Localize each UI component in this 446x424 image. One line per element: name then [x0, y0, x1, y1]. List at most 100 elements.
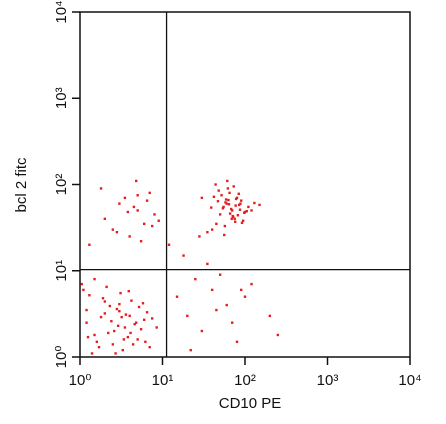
data-point	[232, 185, 235, 188]
data-point	[215, 308, 218, 312]
data-point	[236, 214, 240, 217]
data-point	[90, 352, 94, 355]
data-point	[126, 335, 130, 339]
x-axis-label: CD10 PE	[219, 395, 282, 412]
data-point	[111, 228, 115, 231]
x-tick-label: 10⁰	[69, 372, 92, 389]
data-point	[243, 211, 246, 214]
data-point	[153, 213, 156, 216]
data-point	[129, 331, 132, 335]
data-point	[186, 314, 189, 318]
data-point	[228, 212, 232, 215]
data-point	[206, 230, 209, 234]
data-point	[218, 273, 222, 276]
data-point	[105, 285, 108, 289]
data-point	[234, 197, 238, 201]
data-point	[223, 224, 227, 228]
data-point	[120, 315, 123, 319]
data-point	[85, 321, 88, 324]
data-point	[227, 203, 231, 206]
data-point	[121, 348, 124, 352]
data-point	[216, 200, 220, 203]
data-point	[93, 277, 96, 281]
plot-frame	[79, 11, 411, 358]
data-point	[217, 189, 220, 192]
data-point	[214, 183, 217, 186]
y-tick-label: 10⁰	[53, 346, 70, 369]
data-point	[276, 333, 280, 337]
data-point	[250, 209, 253, 212]
data-point	[222, 205, 225, 209]
data-point	[145, 199, 149, 202]
x-tick-label: 10³	[317, 372, 339, 389]
data-point	[126, 210, 130, 214]
data-point	[231, 209, 234, 212]
data-point	[136, 209, 139, 212]
data-point	[137, 305, 141, 309]
data-point	[230, 217, 233, 221]
data-point	[258, 203, 261, 207]
data-point	[131, 343, 135, 346]
data-point	[220, 194, 223, 197]
data-point	[227, 198, 230, 202]
data-point	[234, 204, 237, 207]
data-point	[141, 302, 145, 305]
data-point	[103, 217, 107, 221]
data-point	[155, 326, 158, 329]
data-point	[122, 338, 126, 341]
y-tick-label: 10¹	[53, 260, 70, 282]
data-point	[224, 198, 228, 201]
data-point	[224, 201, 227, 204]
data-point	[108, 304, 112, 308]
x-tick-label: 10¹	[152, 372, 174, 389]
data-point	[119, 291, 122, 295]
data-point	[145, 311, 149, 314]
data-point	[93, 333, 96, 337]
data-point	[101, 297, 105, 300]
data-point	[148, 191, 151, 195]
data-point	[225, 202, 228, 205]
data-point	[239, 202, 242, 205]
data-point	[123, 196, 127, 200]
data-point	[144, 340, 147, 344]
data-point	[118, 202, 121, 205]
y-tick-label: 10⁴	[53, 0, 70, 23]
x-tick-label: 10⁴	[398, 372, 421, 389]
data-point	[221, 207, 225, 210]
data-point	[115, 307, 119, 311]
data-point	[189, 348, 192, 352]
data-point	[99, 187, 103, 190]
data-point	[182, 254, 185, 257]
data-point	[225, 303, 228, 307]
data-point	[228, 191, 231, 195]
data-point	[115, 230, 119, 234]
data-point	[132, 205, 136, 209]
data-point	[142, 318, 146, 321]
data-point	[200, 196, 204, 200]
data-point	[86, 335, 90, 339]
data-point	[233, 217, 236, 221]
data-point	[114, 352, 117, 355]
data-point	[250, 282, 253, 286]
data-point	[142, 222, 146, 226]
data-point	[113, 329, 116, 333]
data-point	[226, 179, 229, 183]
data-point	[215, 222, 218, 226]
data-point	[123, 326, 127, 329]
data-point	[268, 314, 272, 318]
data-point	[148, 345, 151, 349]
data-point	[128, 314, 131, 318]
data-point	[175, 295, 179, 298]
data-point	[118, 302, 121, 306]
data-point	[238, 208, 242, 211]
data-point	[107, 331, 110, 335]
data-point	[135, 179, 138, 183]
data-point	[150, 224, 154, 228]
data-point	[226, 187, 230, 190]
data-point	[103, 300, 107, 303]
data-point	[237, 192, 240, 196]
data-point	[212, 195, 216, 199]
data-point	[206, 262, 209, 266]
